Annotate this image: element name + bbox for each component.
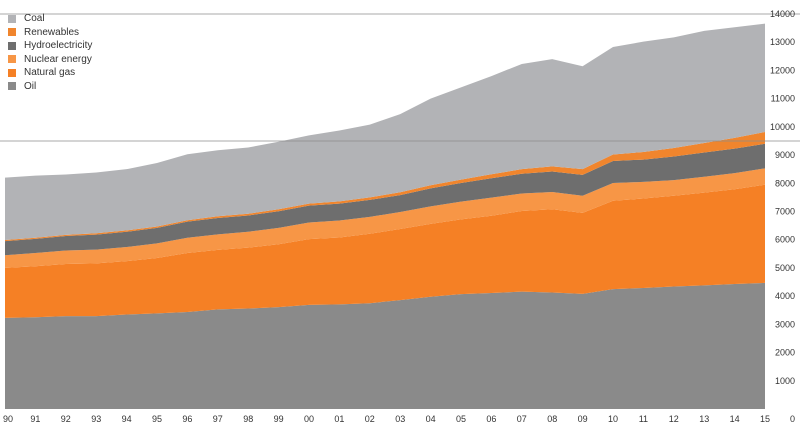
area-hydroelectricity	[5, 143, 765, 256]
x-tick-label: 04	[426, 414, 436, 424]
legend-item-nuclear-energy: Nuclear energy	[8, 53, 92, 67]
legend-label-oil: Oil	[24, 80, 37, 92]
y-tick-label: 10000	[770, 122, 795, 132]
area-nuclear-energy	[5, 168, 765, 268]
x-tick-label: 15	[760, 414, 770, 424]
legend-item-coal: Coal	[8, 12, 92, 26]
x-tick-label: 96	[182, 414, 192, 424]
x-tick-label: 97	[213, 414, 223, 424]
x-tick-label: 91	[30, 414, 40, 424]
x-tick-label: 98	[243, 414, 253, 424]
y-tick-label: 9000	[775, 150, 795, 160]
x-tick-label: 09	[578, 414, 588, 424]
legend-label-natural-gas: Natural gas	[24, 67, 76, 79]
area-coal	[5, 23, 765, 241]
y-tick-label: 8000	[775, 178, 795, 188]
y-tick-label: 2000	[775, 348, 795, 358]
legend-label-coal: Coal	[24, 13, 45, 25]
y-tick-label: 12000	[770, 65, 795, 75]
area-natural-gas	[5, 184, 765, 318]
legend-swatch-renewables	[8, 28, 16, 37]
x-tick-label: 10	[608, 414, 618, 424]
legend-item-natural-gas: Natural gas	[8, 66, 92, 80]
x-tick-label: 14	[730, 414, 740, 424]
y-axis-ticks: 1400013000120001100010000900080007000600…	[770, 9, 795, 424]
y-tick-label: 14000	[770, 9, 795, 19]
x-tick-label: 05	[456, 414, 466, 424]
stacked-areas	[5, 23, 765, 409]
legend-swatch-nuclear-energy	[8, 55, 16, 64]
x-tick-label: 95	[152, 414, 162, 424]
x-tick-label: 92	[61, 414, 71, 424]
y-tick-label: 0	[790, 414, 795, 424]
x-tick-label: 13	[699, 414, 709, 424]
area-oil	[5, 282, 765, 409]
legend-swatch-natural-gas	[8, 68, 16, 77]
legend-swatch-oil	[8, 82, 16, 91]
x-tick-label: 02	[365, 414, 375, 424]
x-tick-label: 11	[639, 414, 648, 424]
y-tick-label: 4000	[775, 291, 795, 301]
legend-label-hydroelectricity: Hydroelectricity	[24, 40, 93, 52]
legend-item-hydroelectricity: Hydroelectricity	[8, 39, 92, 53]
y-tick-label: 13000	[770, 37, 795, 47]
x-tick-label: 00	[304, 414, 314, 424]
legend-label-renewables: Renewables	[24, 26, 80, 38]
y-tick-label: 7000	[775, 207, 795, 217]
legend-label-nuclear-energy: Nuclear energy	[24, 53, 92, 65]
legend-item-renewables: Renewables	[8, 26, 92, 40]
y-tick-label: 3000	[775, 319, 795, 329]
x-tick-label: 08	[547, 414, 557, 424]
x-tick-label: 01	[334, 414, 344, 424]
x-tick-label: 06	[486, 414, 496, 424]
x-tick-label: 07	[517, 414, 527, 424]
legend-swatch-coal	[8, 14, 16, 23]
legend-swatch-hydroelectricity	[8, 41, 16, 50]
y-tick-label: 5000	[775, 263, 795, 273]
y-tick-label: 6000	[775, 235, 795, 245]
x-tick-label: 12	[669, 414, 679, 424]
reference-lines	[0, 13, 800, 142]
x-tick-label: 99	[274, 414, 284, 424]
x-tick-label: 90	[3, 414, 13, 424]
legend-item-oil: Oil	[8, 80, 92, 94]
y-tick-label: 1000	[775, 376, 795, 386]
x-tick-label: 03	[395, 414, 405, 424]
x-axis-ticks: 90 91 92 93 94 95 96 97 98 99 00 01 02 03 04 05 06 07 08 09…	[3, 414, 770, 424]
x-tick-label: 94	[122, 414, 132, 424]
x-tick-label: 93	[91, 414, 101, 424]
chart-legend: Coal Renewables Hydroelectricity Nuclear…	[8, 12, 92, 93]
y-tick-label: 11000	[771, 94, 795, 104]
